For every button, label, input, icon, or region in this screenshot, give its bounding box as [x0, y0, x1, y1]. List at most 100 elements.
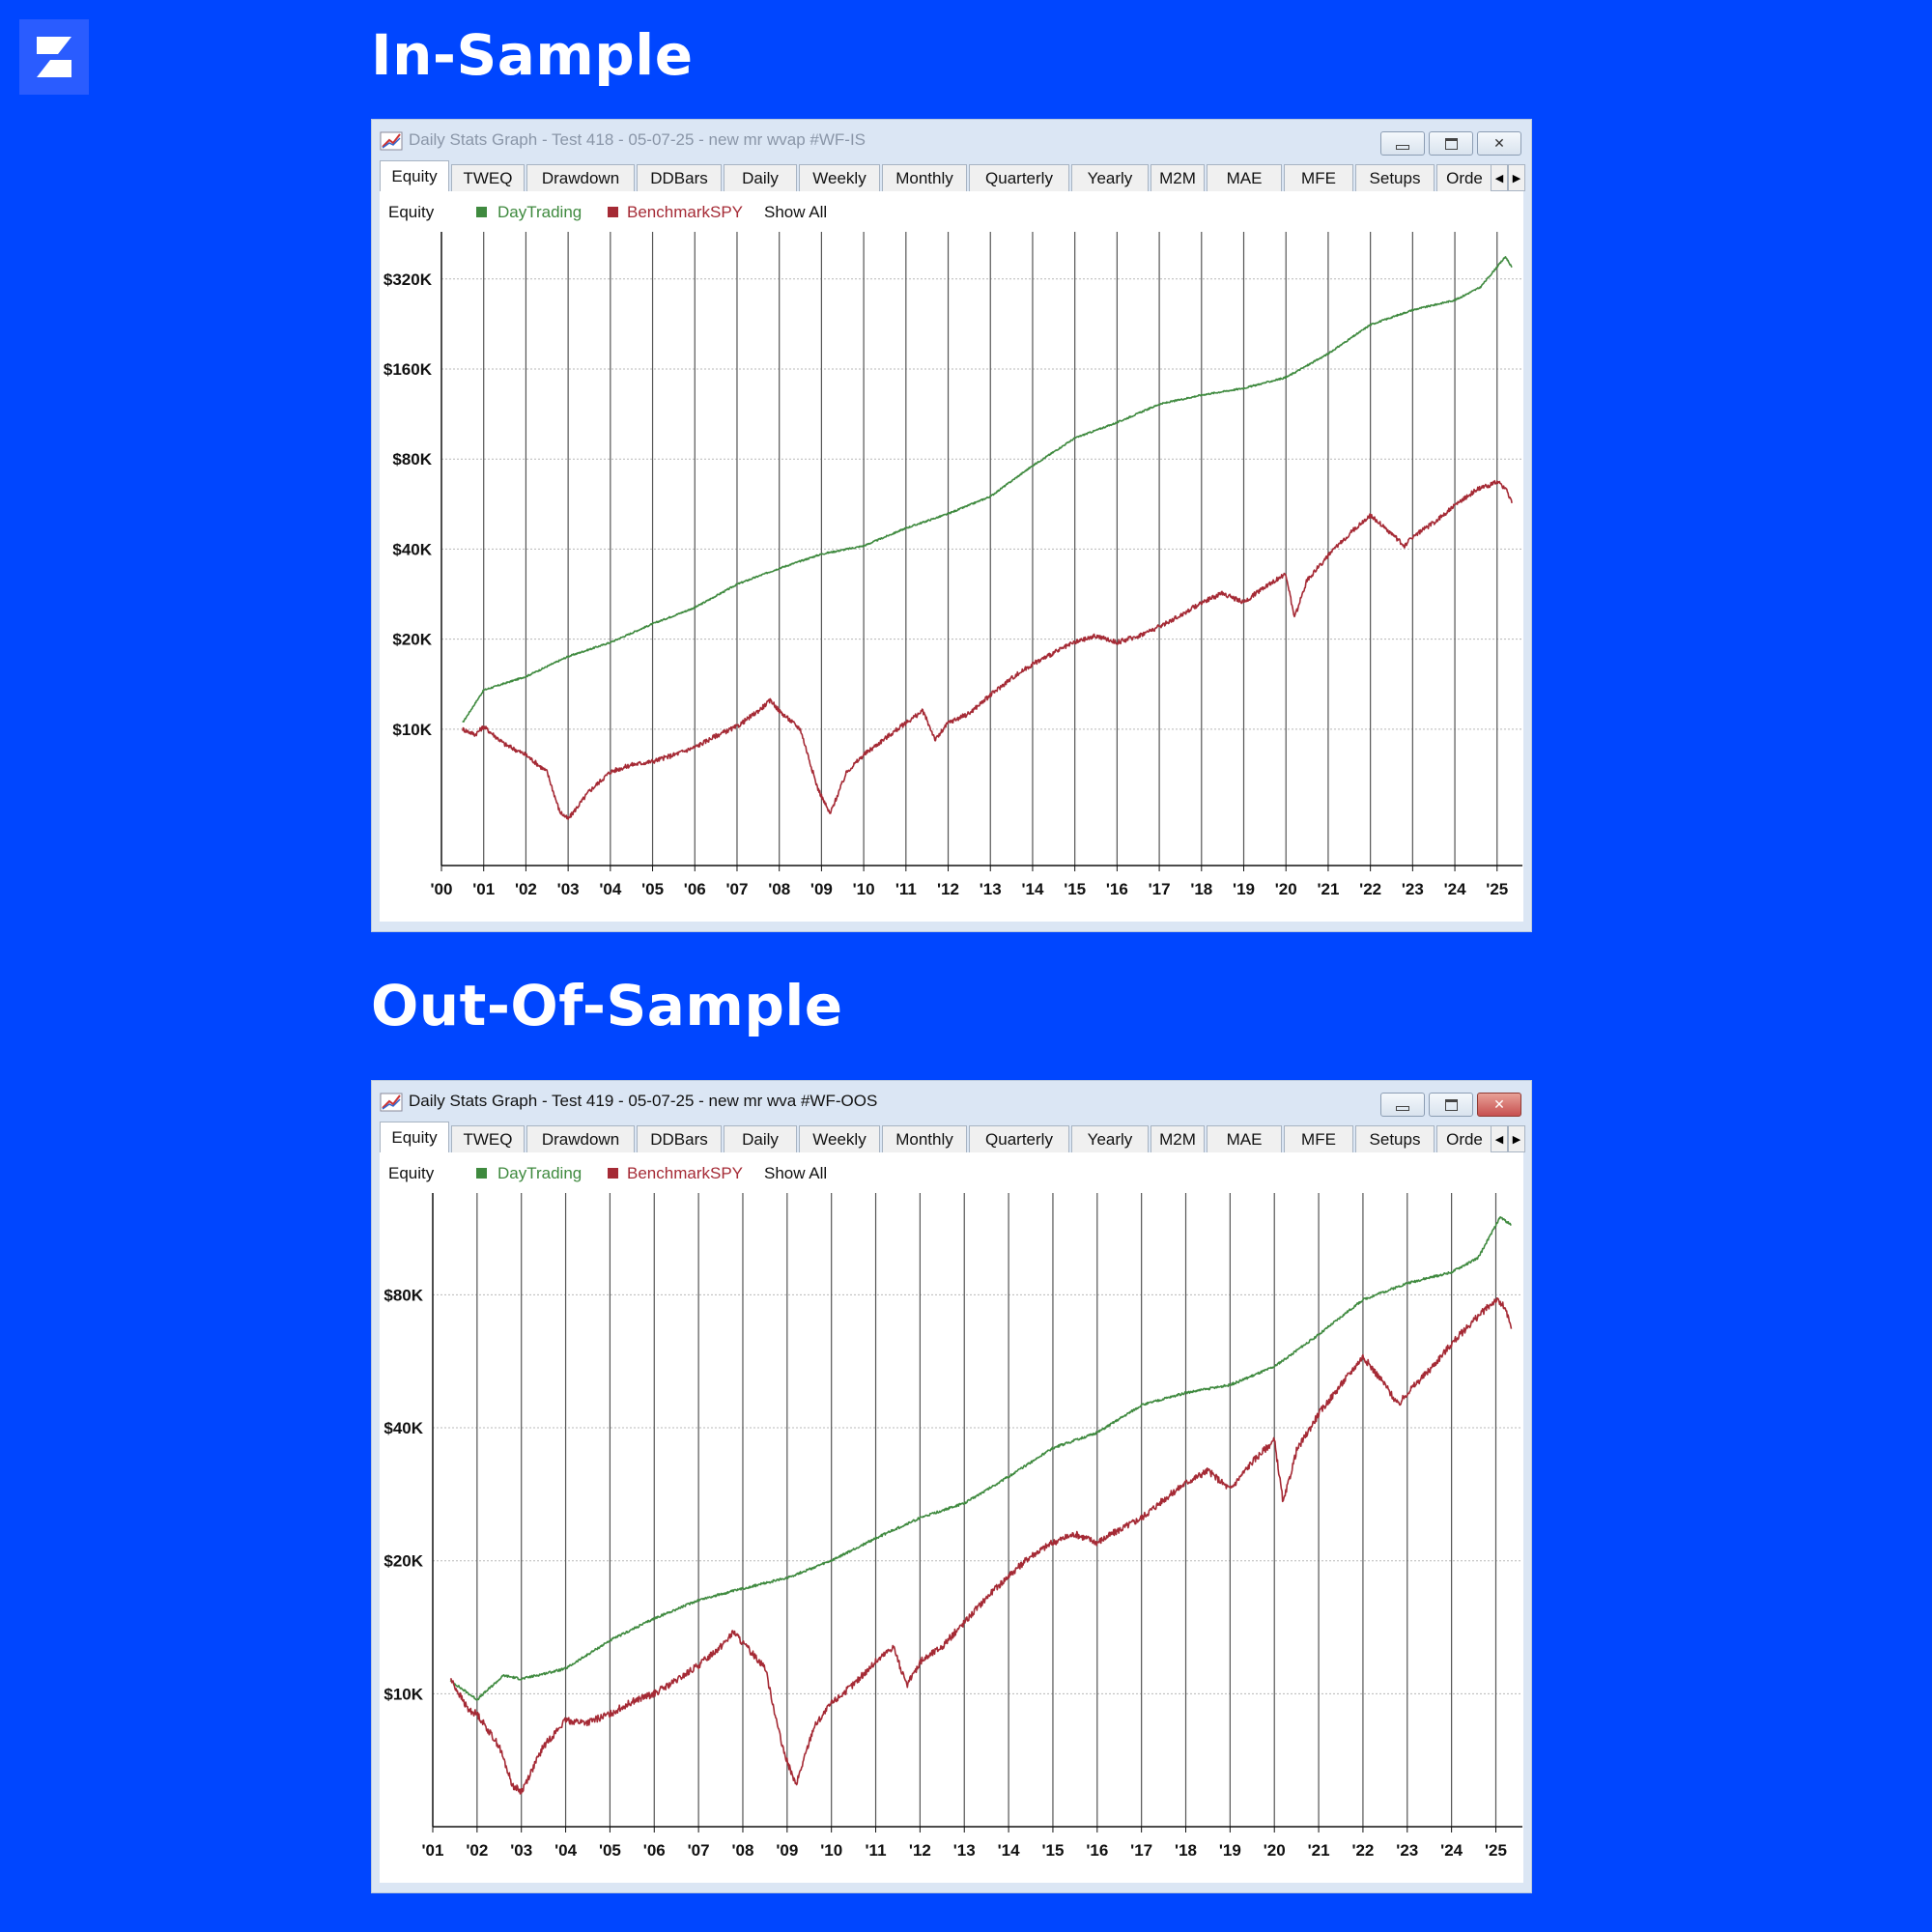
tab-daily[interactable]: Daily	[724, 164, 797, 191]
tab-daily[interactable]: Daily	[724, 1125, 797, 1152]
tab-equity[interactable]: Equity	[380, 1122, 449, 1152]
x-tick-label: '12	[937, 880, 959, 898]
chart-panel: Equity DayTrading BenchmarkSPY Show All $10K…	[380, 1152, 1523, 1883]
x-tick-label: '19	[1219, 1841, 1241, 1860]
close-icon: ✕	[1493, 135, 1505, 151]
tab-monthly[interactable]: Monthly	[882, 1125, 967, 1152]
tab-weekly[interactable]: Weekly	[799, 1125, 880, 1152]
x-tick-label: '18	[1190, 880, 1212, 898]
legend-benchmarkspy[interactable]: BenchmarkSPY	[627, 1164, 743, 1182]
x-tick-label: '01	[422, 1841, 444, 1860]
tab-mae[interactable]: MAE	[1207, 1125, 1282, 1152]
legend-daytrading[interactable]: DayTrading	[497, 1164, 582, 1182]
minimize-button[interactable]	[1380, 131, 1425, 156]
tab-scroll-left-icon[interactable]: ◀	[1491, 1125, 1508, 1152]
window-title-bar[interactable]: Daily Stats Graph - Test 419 - 05-07-25 …	[372, 1081, 1531, 1120]
legend: Equity DayTrading BenchmarkSPY Show All	[380, 191, 1523, 230]
x-tick-label: '04	[554, 1841, 577, 1860]
tab-setups[interactable]: Setups	[1355, 1125, 1435, 1152]
close-button[interactable]: ✕	[1477, 1093, 1521, 1117]
x-tick-label: '14	[1021, 880, 1043, 898]
legend-swatch-benchmark	[608, 1168, 618, 1179]
x-tick-label: '17	[1149, 880, 1171, 898]
tab-yearly[interactable]: Yearly	[1071, 1125, 1149, 1152]
tab-ddbars[interactable]: DDBars	[637, 1125, 722, 1152]
legend: Equity DayTrading BenchmarkSPY Show All	[380, 1152, 1523, 1191]
minimize-icon	[1396, 145, 1409, 150]
tab-tweq[interactable]: TWEQ	[451, 164, 525, 191]
tab-orde[interactable]: Orde	[1436, 1125, 1492, 1152]
x-tick-label: '06	[643, 1841, 666, 1860]
window-title: Daily Stats Graph - Test 418 - 05-07-25 …	[409, 130, 867, 149]
y-tick-label: $80K	[392, 450, 432, 469]
minimize-icon	[1396, 1106, 1409, 1111]
y-tick-label: $160K	[384, 360, 433, 379]
x-tick-label: '11	[895, 880, 917, 898]
minimize-button[interactable]	[1380, 1093, 1425, 1117]
chart-panel: Equity DayTrading BenchmarkSPY Show All $10K…	[380, 191, 1523, 922]
tab-orde[interactable]: Orde	[1436, 164, 1492, 191]
legend-swatch-daytrading	[476, 1168, 487, 1179]
x-tick-label: '05	[641, 880, 664, 898]
x-tick-label: '13	[980, 880, 1002, 898]
tab-setups[interactable]: Setups	[1355, 164, 1435, 191]
maximize-button[interactable]	[1429, 131, 1473, 156]
chart-app-icon	[380, 131, 403, 156]
y-tick-label: $40K	[384, 1419, 423, 1437]
x-tick-label: '20	[1264, 1841, 1286, 1860]
series-line-benchmarkspy	[462, 479, 1513, 820]
tab-monthly[interactable]: Monthly	[882, 164, 967, 191]
x-tick-label: '19	[1233, 880, 1255, 898]
tab-mfe[interactable]: MFE	[1284, 1125, 1353, 1152]
x-tick-label: '22	[1351, 1841, 1374, 1860]
tab-tweq[interactable]: TWEQ	[451, 1125, 525, 1152]
y-tick-label: $40K	[392, 540, 432, 558]
x-tick-label: '01	[472, 880, 495, 898]
tab-weekly[interactable]: Weekly	[799, 164, 880, 191]
tab-ddbars[interactable]: DDBars	[637, 164, 722, 191]
show-all-button[interactable]: Show All	[764, 1164, 828, 1182]
section-title-out-of-sample: Out-Of-Sample	[371, 973, 843, 1038]
x-tick-label: '02	[515, 880, 537, 898]
tab-mae[interactable]: MAE	[1207, 164, 1282, 191]
x-tick-label: '07	[688, 1841, 710, 1860]
daily-stats-window-in-sample: Daily Stats Graph - Test 418 - 05-07-25 …	[371, 119, 1532, 932]
x-tick-label: '16	[1086, 1841, 1108, 1860]
x-tick-label: '13	[953, 1841, 976, 1860]
legend-benchmarkspy[interactable]: BenchmarkSPY	[627, 203, 743, 221]
x-tick-label: '25	[1485, 1841, 1507, 1860]
series-line-benchmarkspy	[449, 1297, 1513, 1795]
maximize-button[interactable]	[1429, 1093, 1473, 1117]
x-tick-label: '11	[866, 1841, 887, 1860]
tab-scroll-right-icon[interactable]: ▶	[1508, 164, 1525, 191]
tab-scroll-left-icon[interactable]: ◀	[1491, 164, 1508, 191]
tab-scroll-right-icon[interactable]: ▶	[1508, 1125, 1525, 1152]
x-tick-label: '00	[431, 880, 453, 898]
brand-logo-icon	[37, 37, 71, 77]
tab-drawdown[interactable]: Drawdown	[526, 1125, 635, 1152]
x-tick-label: '09	[810, 880, 833, 898]
tab-quarterly[interactable]: Quarterly	[969, 1125, 1069, 1152]
close-button[interactable]: ✕	[1477, 131, 1521, 156]
tab-strip: Equity TWEQ Drawdown DDBars Daily Weekly Month…	[380, 1122, 1525, 1152]
x-tick-label: '18	[1175, 1841, 1197, 1860]
x-tick-label: '17	[1130, 1841, 1152, 1860]
tab-m2m[interactable]: M2M	[1151, 1125, 1205, 1152]
tab-equity[interactable]: Equity	[380, 160, 449, 191]
tab-yearly[interactable]: Yearly	[1071, 164, 1149, 191]
legend-swatch-benchmark	[608, 207, 618, 217]
tab-quarterly[interactable]: Quarterly	[969, 164, 1069, 191]
show-all-button[interactable]: Show All	[764, 203, 828, 221]
tab-drawdown[interactable]: Drawdown	[526, 164, 635, 191]
y-tick-label: $80K	[384, 1286, 423, 1304]
x-tick-label: '03	[557, 880, 580, 898]
tab-mfe[interactable]: MFE	[1284, 164, 1353, 191]
section-title-in-sample: In-Sample	[371, 22, 694, 88]
y-tick-label: $320K	[384, 270, 433, 289]
legend-daytrading[interactable]: DayTrading	[497, 203, 582, 221]
window-title-bar[interactable]: Daily Stats Graph - Test 418 - 05-07-25 …	[372, 120, 1531, 158]
series-line-daytrading	[449, 1216, 1512, 1701]
x-tick-label: '07	[726, 880, 749, 898]
tab-m2m[interactable]: M2M	[1151, 164, 1205, 191]
x-tick-label: '02	[466, 1841, 488, 1860]
